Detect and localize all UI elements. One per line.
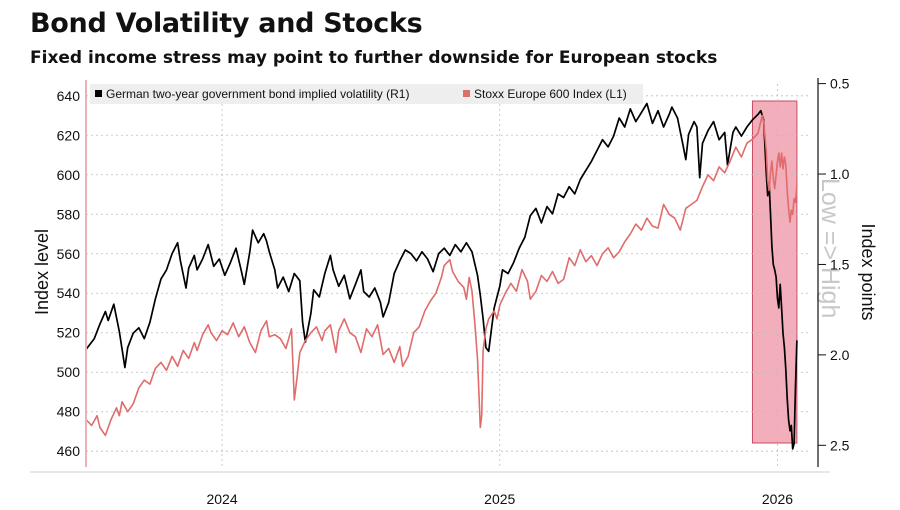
left-tick-label: 540 <box>57 285 81 301</box>
left-tick-label: 560 <box>57 246 81 262</box>
left-axis-label: Index level <box>32 229 52 315</box>
right-axis-label: Index points <box>858 223 878 320</box>
legend-swatch <box>95 90 102 97</box>
series-line-stoxx-600 <box>85 114 798 437</box>
legend-swatch <box>463 90 470 97</box>
left-tick-label: 520 <box>57 325 81 341</box>
series-line-bond-volatility <box>85 102 798 450</box>
legend-box <box>90 84 643 104</box>
axis-annotation: Low => High <box>816 178 844 318</box>
legend-item: German two-year government bond implied … <box>106 87 409 101</box>
x-tick-label: 2025 <box>484 491 515 507</box>
right-tick-label: 1.0 <box>830 166 850 182</box>
left-tick-label: 480 <box>57 404 81 420</box>
left-tick-label: 600 <box>57 167 81 183</box>
legend-item: Stoxx Europe 600 Index (L1) <box>474 87 627 101</box>
left-tick-label: 500 <box>57 364 81 380</box>
left-tick-label: 620 <box>57 127 81 143</box>
right-tick-label: 1.5 <box>830 256 850 272</box>
left-tick-label: 640 <box>57 88 81 104</box>
chart-title: Bond Volatility and Stocks <box>30 8 423 39</box>
x-tick-label: 2024 <box>206 491 237 507</box>
right-tick-label: 2.5 <box>830 437 850 453</box>
chart-subtitle: Fixed income stress may point to further… <box>30 48 718 68</box>
right-tick-label: 2.0 <box>830 347 850 363</box>
left-tick-label: 460 <box>57 443 81 459</box>
left-tick-label: 580 <box>57 206 81 222</box>
x-tick-label: 2026 <box>762 491 793 507</box>
right-tick-label: 0.5 <box>830 76 850 92</box>
